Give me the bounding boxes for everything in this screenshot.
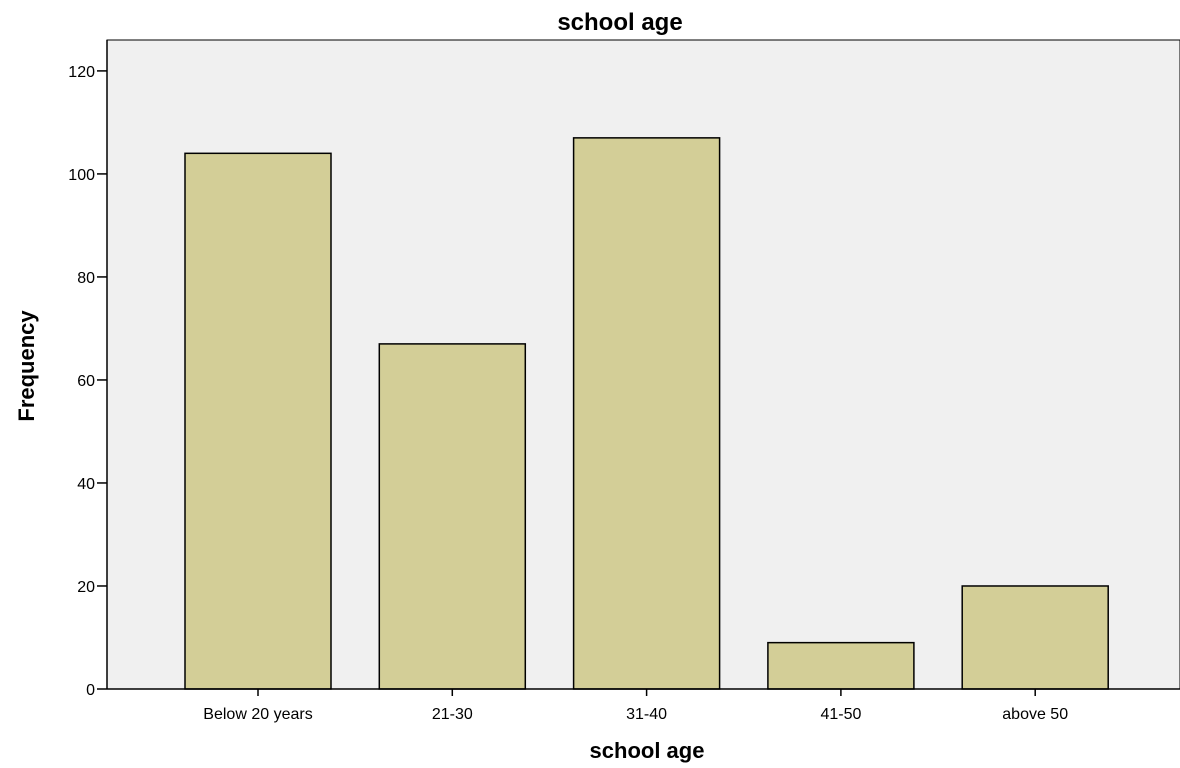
chart-title: school age — [557, 9, 682, 36]
x-tick-label: Below 20 years — [203, 706, 312, 723]
bar-41-50 — [767, 641, 915, 690]
y-axis-title: Frequency — [14, 310, 39, 422]
x-axis-title: school age — [590, 738, 705, 763]
x-tick-label: 31-40 — [626, 706, 667, 723]
x-tick-label: 21-30 — [432, 706, 473, 723]
bar-21-30 — [378, 343, 527, 690]
x-axis-ticks: Below 20 years 21-30 31-40 41-50 above 50 — [203, 689, 1068, 723]
y-tick-label: 20 — [77, 579, 95, 596]
bar-below-20-years — [184, 152, 332, 690]
bar-above-50 — [961, 585, 1109, 690]
y-tick-label: 60 — [77, 373, 95, 390]
x-tick-label: 41-50 — [820, 706, 861, 723]
bar-31-40 — [572, 137, 721, 690]
bars — [184, 137, 1109, 690]
y-tick-label: 80 — [77, 270, 95, 287]
y-tick-label: 120 — [68, 64, 95, 81]
y-axis-ticks: 0 20 40 60 80 100 120 — [68, 64, 107, 699]
y-tick-label: 0 — [86, 682, 95, 699]
y-tick-label: 100 — [68, 167, 95, 184]
y-tick-label: 40 — [77, 476, 95, 493]
x-tick-label: above 50 — [1002, 706, 1068, 723]
